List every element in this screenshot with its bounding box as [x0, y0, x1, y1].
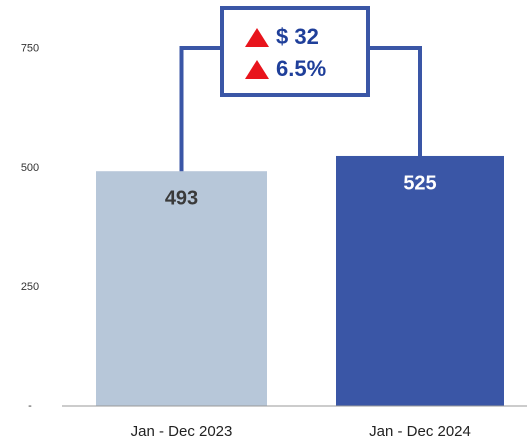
bar [96, 171, 267, 406]
data-label: 493 [165, 187, 198, 209]
annotation-text: $ 32 [276, 24, 319, 49]
x-tick-label: Jan - Dec 2024 [369, 423, 471, 440]
bar [336, 155, 504, 406]
y-tick-label: - [28, 400, 32, 412]
bracket-line [368, 46, 422, 156]
x-tick-label: Jan - Dec 2023 [131, 423, 233, 440]
y-tick-label: 750 [21, 43, 39, 55]
data-label: 525 [403, 172, 436, 194]
bracket-line [179, 46, 222, 172]
annotation-text: 6.5% [276, 56, 326, 81]
up-triangle [245, 28, 269, 47]
y-tick-label: 250 [21, 281, 39, 293]
up-triangle [245, 60, 269, 79]
y-tick-label: 500 [21, 162, 39, 174]
annotation-box [220, 6, 370, 97]
